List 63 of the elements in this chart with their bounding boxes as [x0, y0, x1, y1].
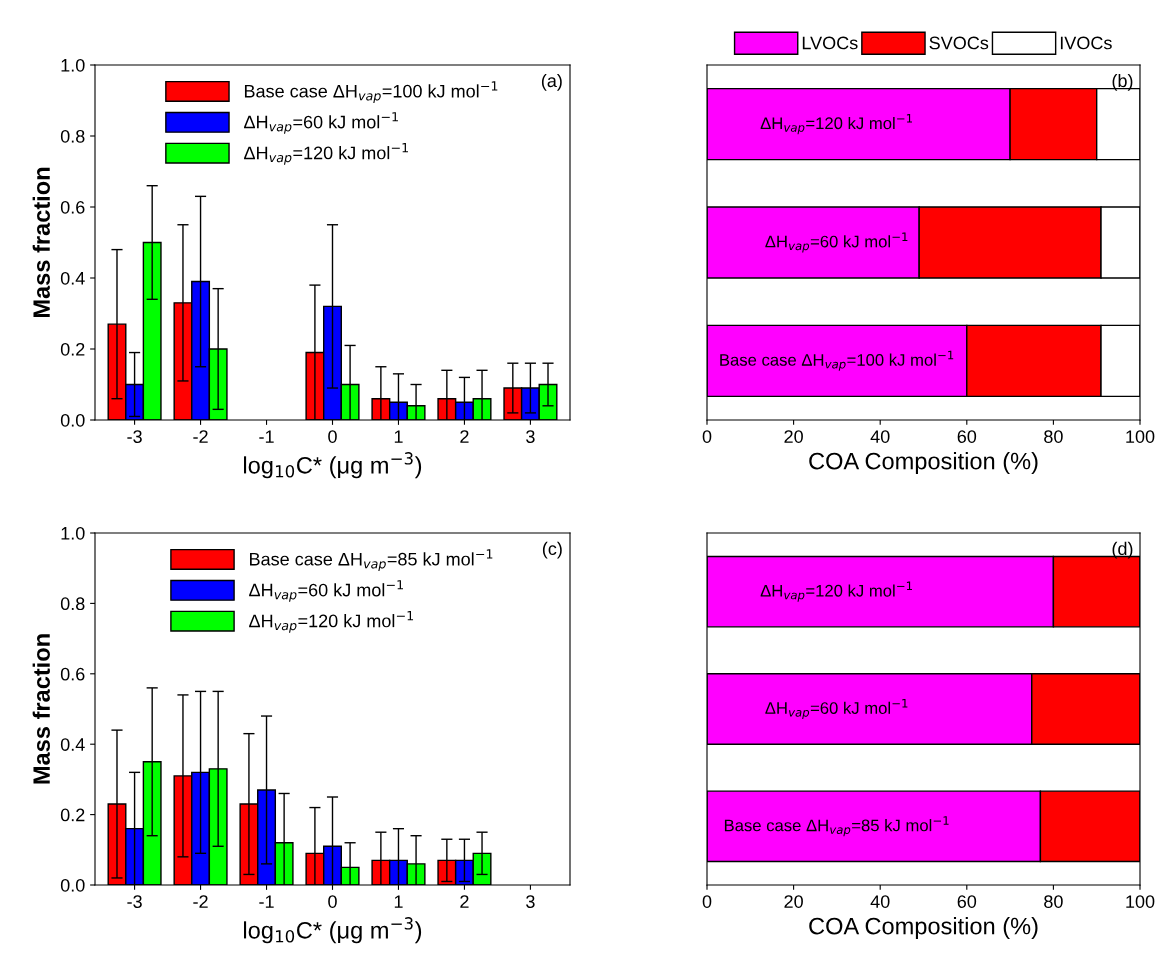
x-axis-title: COA Composition (%): [809, 917, 1038, 940]
annotation: (c): [542, 541, 562, 559]
x-tick-label: 2: [460, 430, 469, 443]
y-tick-label: 0.6: [60, 667, 85, 681]
legend-label: ΔH$_{vap}$=120 kJ mol$^{−1}$: [244, 143, 408, 165]
y-tick-label: 0.6: [60, 200, 85, 214]
x-tick-label: 20: [784, 430, 803, 443]
x-tick-label: 40: [870, 430, 890, 443]
annotation: (d): [1112, 541, 1133, 559]
y-tick-label: 0.4: [60, 738, 85, 751]
x-tick-label: 100: [1126, 895, 1155, 908]
category-label: ΔH$_{vap}$=60 kJ mol$^{−1}$: [765, 698, 908, 719]
y-tick-label: 0.2: [60, 808, 85, 822]
x-axis-title: log$_{10}$C* (μg m$^{−3}$): [244, 917, 422, 944]
legend-label: LVOCs: [802, 36, 858, 50]
category-label: Base case ΔH$_{vap}$=100 kJ mol$^{−1}$: [720, 350, 954, 371]
y-tick-label: 0.8: [60, 597, 85, 611]
x-tick-label: 20: [784, 895, 803, 908]
legend-label: Base case ΔH$_{vap}$=85 kJ mol$^{−1}$: [250, 549, 493, 571]
x-tick-label: -2: [193, 430, 208, 443]
y-tick-label: 0.8: [60, 129, 85, 143]
legend-label: ΔH$_{vap}$=60 kJ mol$^{−1}$: [249, 580, 403, 602]
x-tick-label: 60: [957, 430, 977, 443]
x-axis-title: COA Composition (%): [809, 452, 1038, 475]
legend-label: SVOCs: [929, 36, 989, 50]
x-tick-label: 2: [460, 895, 469, 908]
legend-label: ΔH$_{vap}$=60 kJ mol$^{−1}$: [244, 112, 398, 134]
x-tick-label: 0: [702, 895, 712, 908]
x-tick-label: -1: [259, 895, 274, 908]
y-axis-title: Mass fraction: [32, 167, 50, 318]
x-tick-label: 1: [394, 895, 403, 908]
x-tick-label: 40: [870, 895, 890, 908]
x-tick-label: 0: [702, 430, 712, 443]
y-tick-label: 0.2: [60, 342, 85, 356]
x-tick-label: 3: [526, 430, 535, 443]
y-tick-label: 1.0: [61, 58, 85, 72]
category-label: ΔH$_{vap}$=120 kJ mol$^{−1}$: [760, 581, 912, 602]
y-tick-label: 0.4: [60, 271, 85, 285]
y-axis-title: Mass fraction: [32, 634, 50, 784]
x-tick-label: 80: [1044, 895, 1063, 908]
x-axis-title: log$_{10}$C* (μg m$^{−3}$): [244, 452, 422, 479]
x-tick-label: 100: [1126, 430, 1155, 443]
annotation: (b): [1112, 73, 1133, 91]
category-label: ΔH$_{vap}$=60 kJ mol$^{−1}$: [765, 232, 908, 253]
legend-label: IVOCs: [1060, 36, 1112, 50]
legend-label: ΔH$_{vap}$=120 kJ mol$^{−1}$: [249, 611, 414, 633]
y-tick-label: 0.0: [60, 878, 85, 892]
x-tick-label: 0: [328, 430, 337, 443]
x-tick-label: -3: [127, 895, 142, 908]
category-label: Base case ΔH$_{vap}$=85 kJ mol$^{−1}$: [724, 816, 949, 837]
x-tick-label: 80: [1044, 430, 1063, 443]
x-tick-label: -2: [193, 895, 208, 908]
y-tick-label: 0.0: [60, 413, 85, 427]
legend-label: Base case ΔH$_{vap}$=100 kJ mol$^{−1}$: [244, 81, 498, 103]
x-tick-label: 1: [394, 430, 403, 443]
annotation: (a): [541, 73, 562, 91]
x-tick-label: -3: [127, 430, 142, 443]
x-tick-label: 3: [526, 895, 535, 908]
x-tick-label: 0: [328, 895, 337, 908]
x-tick-label: 60: [957, 895, 977, 908]
category-label: ΔH$_{vap}$=120 kJ mol$^{−1}$: [760, 114, 912, 135]
y-tick-label: 1.0: [61, 526, 85, 540]
x-tick-label: -1: [259, 430, 274, 443]
